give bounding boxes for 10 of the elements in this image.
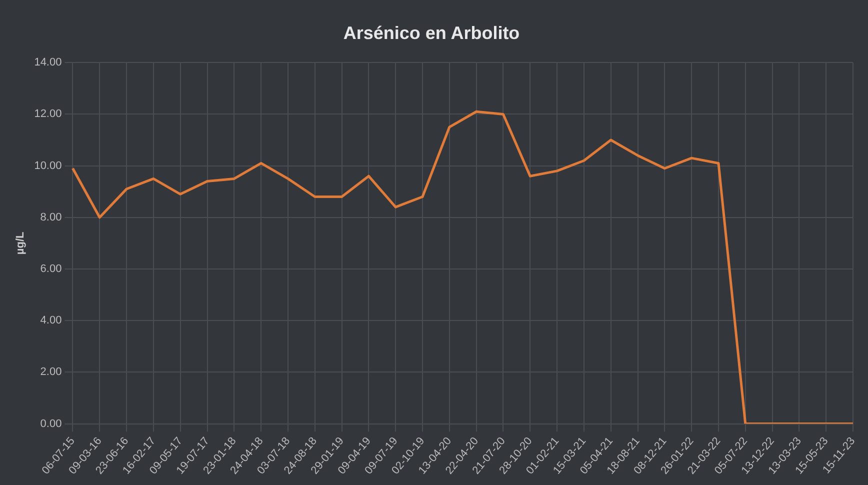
y-tick-label: 2.00 xyxy=(40,366,62,378)
y-tick-label: 14.00 xyxy=(34,56,62,69)
y-tick-label: 0.00 xyxy=(40,418,62,430)
y-tick-label: 6.00 xyxy=(40,263,62,276)
y-tick-label: 8.00 xyxy=(40,211,62,224)
chart-title: Arsénico en Arbolito xyxy=(343,22,520,43)
y-tick-label: 12.00 xyxy=(34,108,62,120)
y-axis-title: µg/L xyxy=(14,232,27,255)
y-tick-label: 10.00 xyxy=(34,160,62,172)
y-tick-label: 4.00 xyxy=(40,314,62,327)
